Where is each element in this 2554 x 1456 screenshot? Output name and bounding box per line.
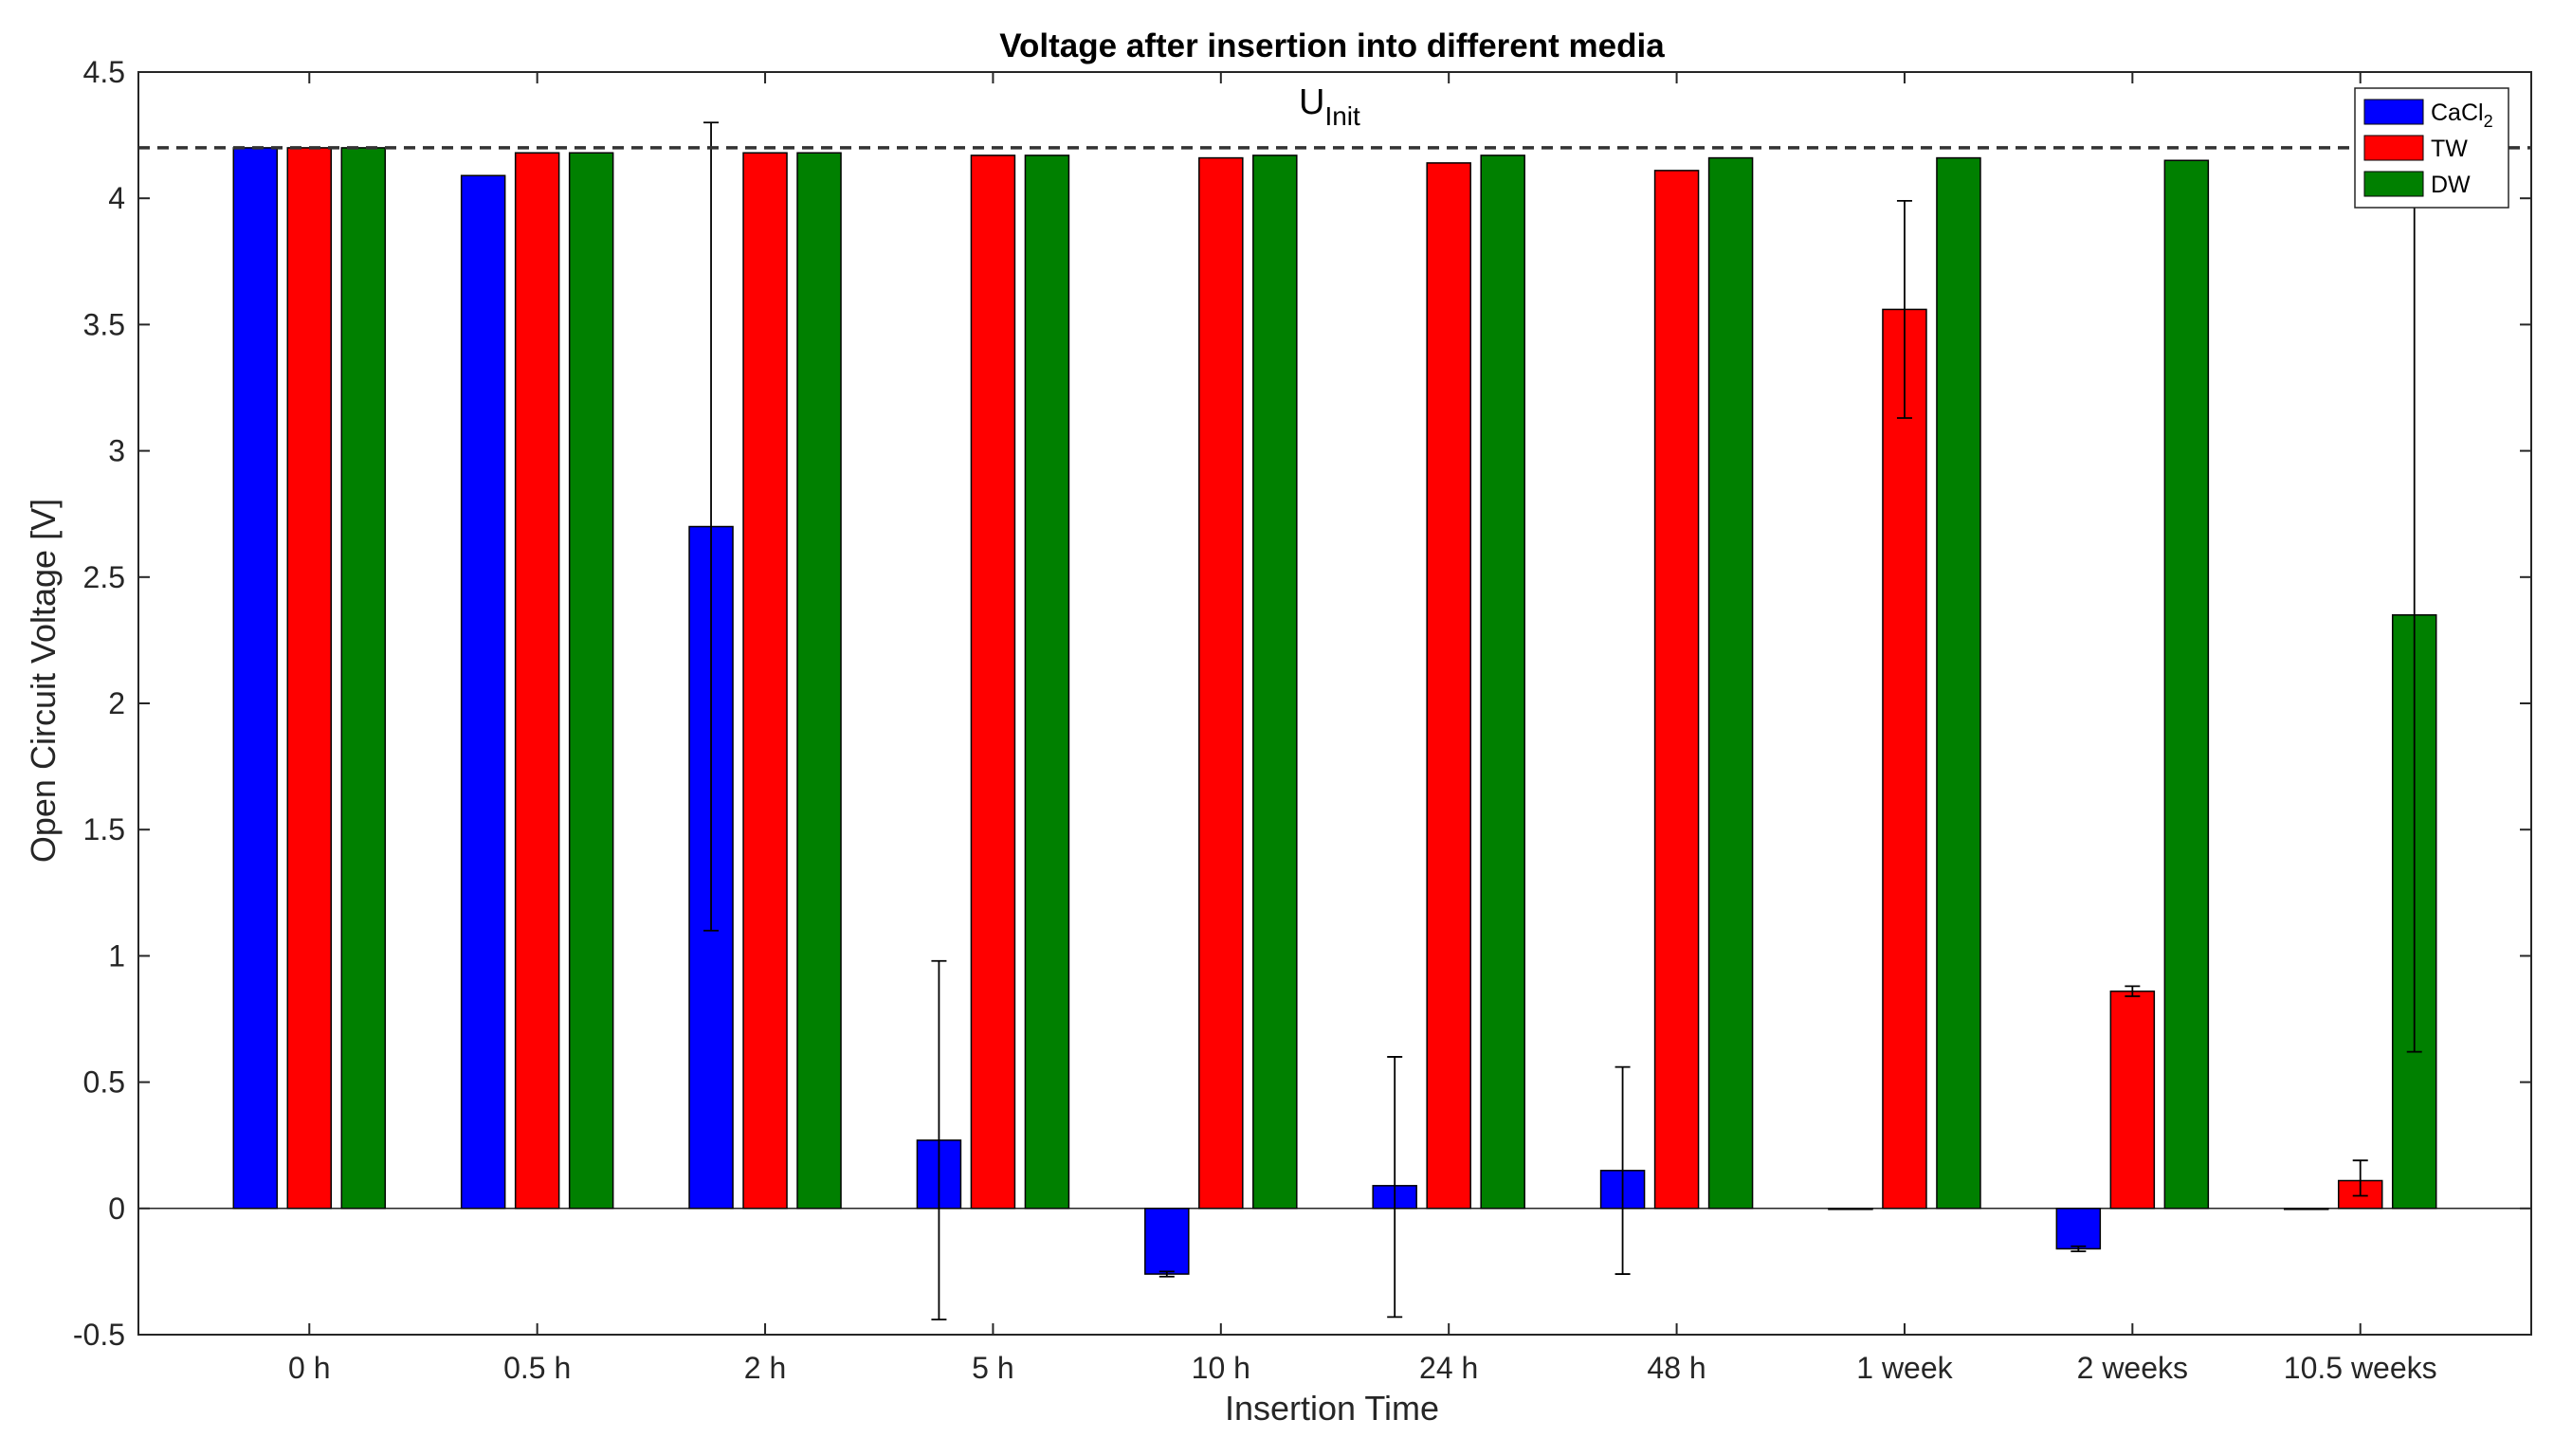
bar-cacl-0-5-h: [460, 174, 506, 1210]
bar-dw-48-h: [1707, 156, 1754, 1210]
x-tick-label: 0.5 h: [503, 1351, 571, 1385]
legend-swatch-cacl: [2363, 99, 2424, 125]
y-tick-label: 2.5: [83, 560, 125, 594]
bar-dw-5-h: [1024, 155, 1070, 1210]
x-tick-label: 5 h: [972, 1351, 1013, 1385]
y-tick-label: 2: [108, 686, 125, 720]
legend-swatch-tw: [2363, 135, 2424, 161]
y-tick-label: 4.5: [83, 55, 125, 89]
bar-tw-2-h: [742, 152, 788, 1210]
x-axis-label: Insertion Time: [1225, 1389, 1439, 1428]
legend-label-cacl: CaCl2: [2431, 100, 2493, 131]
legend-label-tw: TW: [2431, 136, 2468, 162]
x-tick-label: 48 h: [1647, 1351, 1706, 1385]
bar-tw-24-h: [1426, 162, 1471, 1210]
bar-dw-0-h: [340, 147, 387, 1210]
y-tick-label: 0.5: [83, 1065, 125, 1100]
bar-dw-0-5-h: [568, 152, 614, 1210]
x-tick-label: 0 h: [288, 1351, 330, 1385]
bar-tw-10-h: [1198, 156, 1244, 1210]
reference-line-label: UInit: [1299, 82, 1360, 131]
bar-cacl-10-5-weeks: [2283, 1208, 2329, 1210]
y-tick-label: 3.5: [83, 307, 125, 341]
bar-tw-0-h: [286, 147, 333, 1210]
y-tick-label: 1.5: [83, 812, 125, 846]
bar-cacl-10-h: [1144, 1208, 1190, 1275]
bar-tw-5-h: [970, 155, 1016, 1210]
y-tick-label: -0.5: [73, 1318, 125, 1352]
chart-title: Voltage after insertion into different m…: [999, 27, 1665, 64]
bar-tw-0-5-h: [514, 152, 560, 1210]
bar-dw-10-h: [1252, 155, 1298, 1210]
x-tick-label: 2 h: [744, 1351, 786, 1385]
bar-tw-48-h: [1653, 170, 1700, 1210]
bar-tw-2-weeks: [2109, 990, 2156, 1210]
x-tick-label: 2 weeks: [2077, 1351, 2188, 1385]
bar-dw-2-h: [796, 152, 842, 1210]
y-axis-label: Open Circuit Voltage [V]: [24, 499, 63, 863]
x-tick-label: 1 week: [1856, 1351, 1953, 1385]
bar-dw-1-week: [1936, 156, 1981, 1210]
y-tick-label: 1: [108, 938, 125, 973]
x-tick-label: 24 h: [1419, 1351, 1478, 1385]
bar-cacl-0-h: [232, 147, 279, 1210]
bar-dw-24-h: [1480, 155, 1525, 1210]
legend-swatch-dw: [2363, 171, 2424, 197]
x-tick-label: 10.5 weeks: [2284, 1351, 2437, 1385]
y-tick-label: 0: [108, 1192, 125, 1226]
bar-cacl-1-week: [1828, 1208, 1873, 1210]
bar-tw-1-week: [1882, 308, 1927, 1210]
legend-label-dw: DW: [2431, 172, 2471, 198]
x-tick-label: 10 h: [1192, 1351, 1250, 1385]
y-tick-label: 4: [108, 181, 125, 215]
bar-cacl-2-weeks: [2055, 1208, 2102, 1250]
y-tick-label: 3: [108, 434, 125, 468]
bar-dw-2-weeks: [2163, 159, 2210, 1210]
